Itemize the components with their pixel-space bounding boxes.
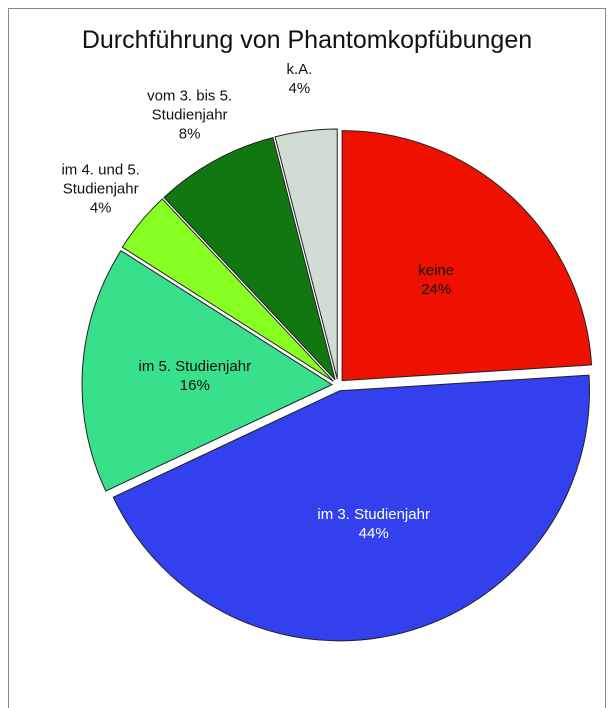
slice-label: im 3. Studienjahr 44% [299,505,449,543]
slice-value: 8% [178,125,201,143]
pie-slice [341,130,593,382]
slice-label: k.A. 4% [224,60,374,98]
slice-name: k.A. [286,61,313,79]
slice-value: 16% [179,376,210,394]
slice-name: im 5. Studienjahr [138,357,252,375]
slice-name: im 3. Studienjahr [317,505,430,523]
slice-label: vom 3. bis 5. Studienjahr 8% [115,87,265,144]
slice-value: 4% [89,199,112,217]
slice-value: 44% [358,524,389,542]
pie-slice [274,128,338,380]
slice-label: keine 24% [361,261,511,299]
slice-value: 24% [421,281,452,299]
chart-title: Durchführung von Phantomkopfübungen [81,26,533,54]
slice-name: vom 3. bis 5. Studienjahr [147,87,233,124]
slice-name: im 4. und 5. Studienjahr [61,161,140,198]
slice-value: 4% [288,80,311,98]
slice-label: im 5. Studienjahr 16% [120,357,270,395]
slice-name: keine [418,262,455,280]
pie-slice [81,249,334,492]
pie-slice [121,198,334,382]
pie-slice [163,136,336,381]
frame [8,8,606,708]
slice-label: im 4. und 5. Studienjahr 4% [26,160,176,217]
pie-slice [112,374,590,642]
